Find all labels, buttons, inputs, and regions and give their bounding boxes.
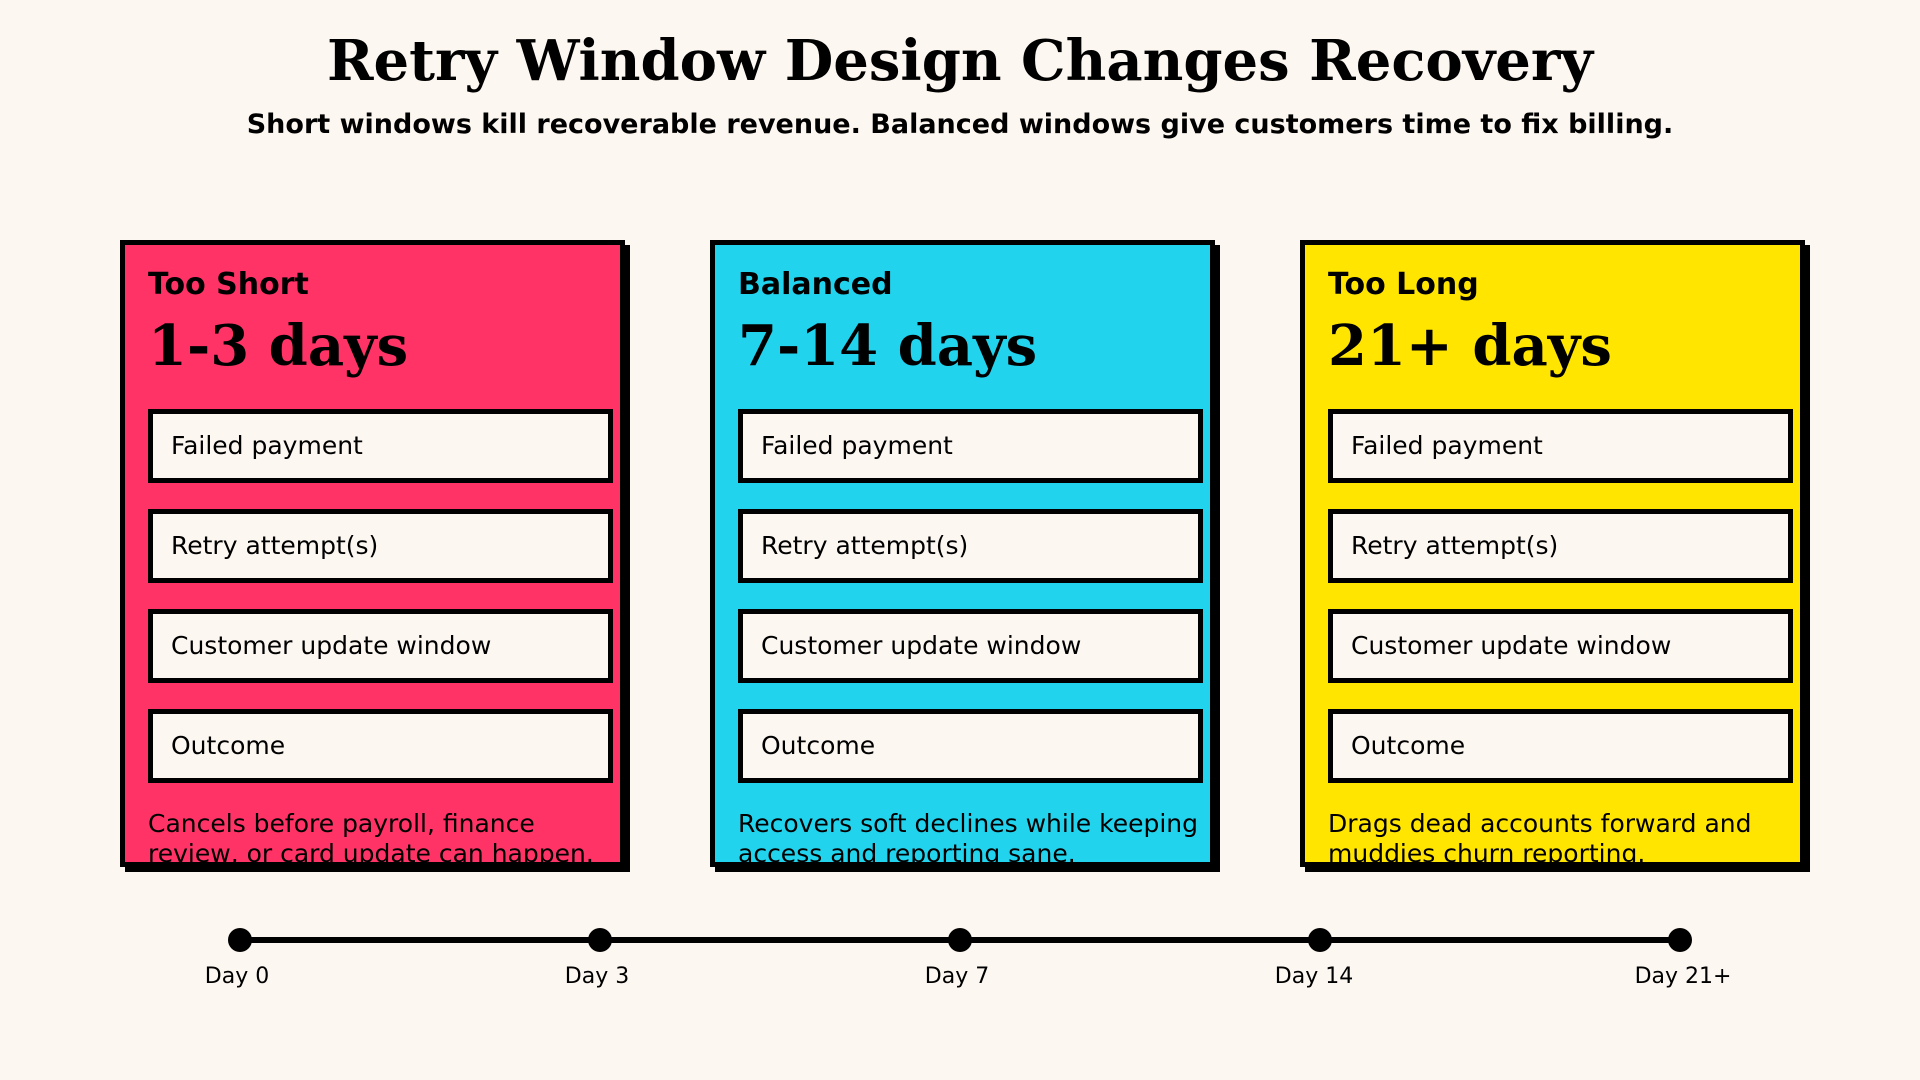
- step-retry-attempts: Retry attempt(s): [738, 509, 1203, 583]
- step-outcome: Outcome: [738, 709, 1203, 783]
- step-outcome: Outcome: [148, 709, 613, 783]
- timeline-tick-label: Day 7: [924, 964, 990, 989]
- panel-label: Too Short: [148, 267, 309, 302]
- panel-label: Too Long: [1328, 267, 1479, 302]
- step-customer-update-window: Customer update window: [738, 609, 1203, 683]
- step-retry-attempts: Retry attempt(s): [148, 509, 613, 583]
- timeline-tick-label: Day 14: [1274, 964, 1354, 989]
- diagram-title: Retry Window Design Changes Recovery: [327, 28, 1593, 94]
- step-retry-attempts: Retry attempt(s): [1328, 509, 1793, 583]
- step-customer-update-window: Customer update window: [1328, 609, 1793, 683]
- timeline-tick-label: Day 21+: [1634, 964, 1732, 989]
- panel-window-range: 7-14 days: [738, 313, 1038, 379]
- panel-description: Recovers soft declines while keeping acc…: [738, 809, 1198, 867]
- diagram-subtitle: Short windows kill recoverable revenue. …: [246, 109, 1674, 140]
- timeline-marker-day-3: [588, 928, 612, 952]
- timeline-marker-day-0: [228, 928, 252, 952]
- panel-label: Balanced: [738, 267, 893, 302]
- panel-too-long: Too Long 21+ days Failed payment Retry a…: [1300, 240, 1805, 867]
- panel-window-range: 1-3 days: [148, 313, 409, 379]
- timeline-marker-day-7: [948, 928, 972, 952]
- timeline-tick-label: Day 0: [204, 964, 270, 989]
- step-outcome: Outcome: [1328, 709, 1793, 783]
- step-failed-payment: Failed payment: [738, 409, 1203, 483]
- timeline-marker-day-21: [1668, 928, 1692, 952]
- step-customer-update-window: Customer update window: [148, 609, 613, 683]
- step-failed-payment: Failed payment: [1328, 409, 1793, 483]
- timeline: [228, 928, 1692, 952]
- panel-balanced: Balanced 7-14 days Failed payment Retry …: [710, 240, 1215, 867]
- timeline-tick-label: Day 3: [564, 964, 630, 989]
- panel-description: Drags dead accounts forward and muddies …: [1328, 809, 1752, 867]
- step-failed-payment: Failed payment: [148, 409, 613, 483]
- panel-description: Cancels before payroll, finance review, …: [148, 809, 594, 867]
- panel-too-short: Too Short 1-3 days Failed payment Retry …: [120, 240, 625, 867]
- timeline-marker-day-14: [1308, 928, 1332, 952]
- panel-window-range: 21+ days: [1328, 313, 1612, 379]
